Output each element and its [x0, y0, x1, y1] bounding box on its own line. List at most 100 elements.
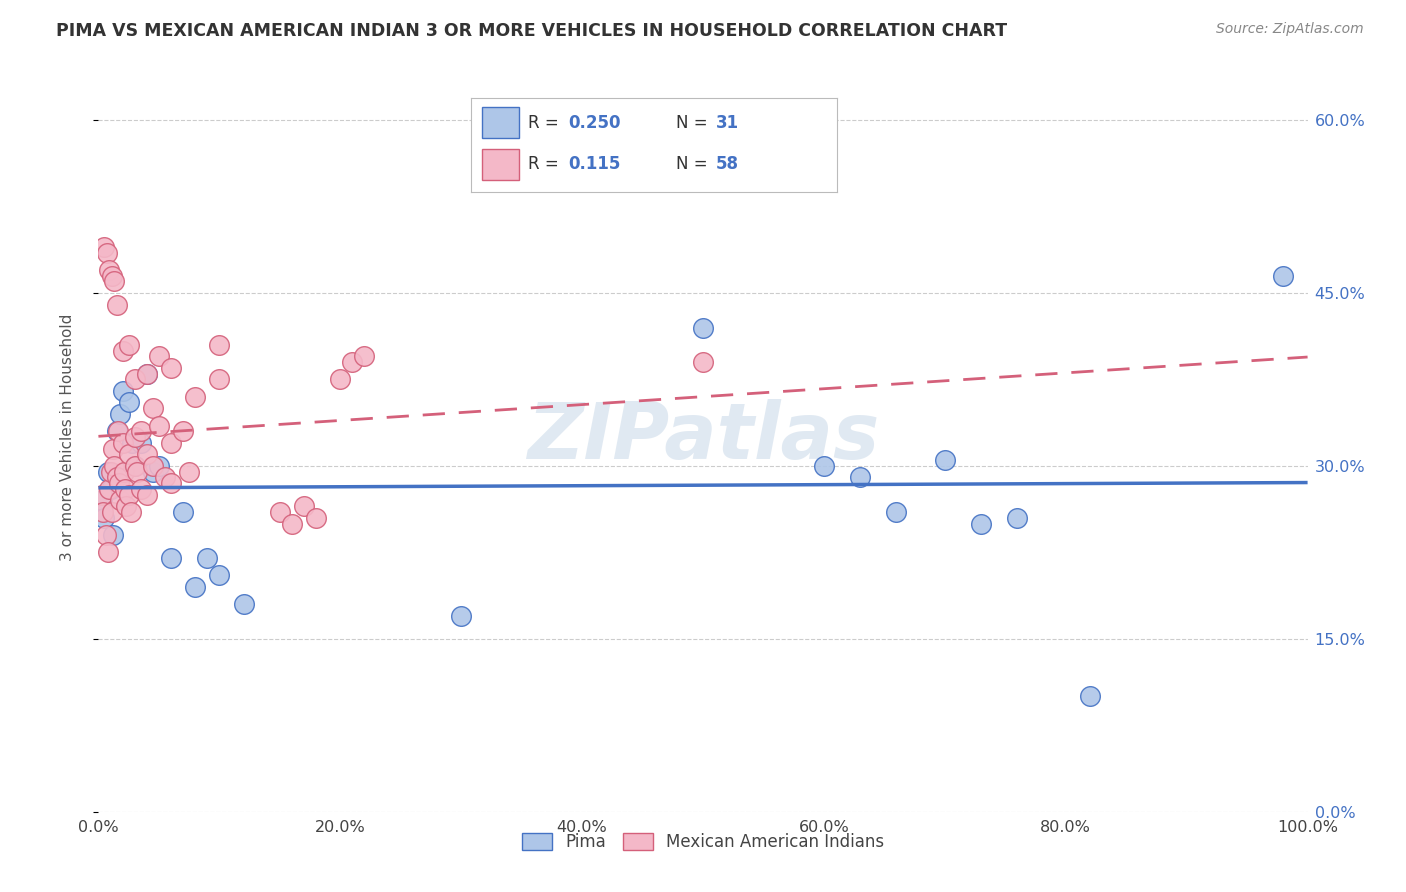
Point	[93, 240, 115, 254]
Text: N =: N =	[676, 114, 713, 132]
Text: 31: 31	[716, 114, 740, 132]
Point	[142, 401, 165, 416]
Point	[124, 430, 146, 444]
Point	[100, 505, 122, 519]
Point	[269, 505, 291, 519]
Point	[353, 350, 375, 364]
Point	[103, 458, 125, 473]
Point	[105, 297, 128, 311]
Text: R =: R =	[527, 114, 564, 132]
Point	[101, 528, 124, 542]
Point	[135, 447, 157, 461]
Point	[91, 488, 114, 502]
Point	[97, 545, 120, 559]
Point	[160, 435, 183, 450]
Point	[329, 372, 352, 386]
Point	[124, 458, 146, 473]
Point	[98, 482, 121, 496]
Text: 58: 58	[716, 155, 740, 173]
Text: PIMA VS MEXICAN AMERICAN INDIAN 3 OR MORE VEHICLES IN HOUSEHOLD CORRELATION CHAR: PIMA VS MEXICAN AMERICAN INDIAN 3 OR MOR…	[56, 22, 1007, 40]
Point	[118, 488, 141, 502]
Point	[160, 551, 183, 566]
Point	[692, 320, 714, 334]
Point	[135, 367, 157, 381]
Text: Source: ZipAtlas.com: Source: ZipAtlas.com	[1216, 22, 1364, 37]
Point	[208, 568, 231, 582]
Point	[184, 580, 207, 594]
Text: R =: R =	[527, 155, 569, 173]
Point	[94, 528, 117, 542]
Point	[1078, 690, 1101, 704]
Point	[142, 465, 165, 479]
Point	[115, 500, 138, 514]
Point	[208, 372, 231, 386]
Text: N =: N =	[676, 155, 713, 173]
Point	[100, 465, 122, 479]
Point	[100, 482, 122, 496]
Point	[93, 510, 115, 524]
Point	[1007, 510, 1029, 524]
Point	[148, 418, 170, 433]
Point	[111, 384, 134, 398]
Point	[129, 435, 152, 450]
Point	[107, 425, 129, 439]
Point	[103, 275, 125, 289]
Point	[118, 395, 141, 409]
Y-axis label: 3 or more Vehicles in Household: 3 or more Vehicles in Household	[60, 313, 75, 561]
Point	[120, 505, 142, 519]
Point	[886, 505, 908, 519]
Point	[232, 597, 254, 611]
Point	[111, 343, 134, 358]
Point	[111, 435, 134, 450]
Point	[450, 608, 472, 623]
Point	[160, 360, 183, 375]
Point	[172, 505, 194, 519]
Point	[96, 245, 118, 260]
Point	[108, 407, 131, 421]
Point	[179, 465, 201, 479]
Point	[108, 493, 131, 508]
Text: 0.250: 0.250	[568, 114, 620, 132]
Point	[148, 350, 170, 364]
Point	[135, 488, 157, 502]
Text: ZIPatlas: ZIPatlas	[527, 399, 879, 475]
Point	[101, 442, 124, 456]
Point	[108, 476, 131, 491]
Point	[124, 458, 146, 473]
Point	[208, 338, 231, 352]
Point	[172, 425, 194, 439]
Text: 0.115: 0.115	[568, 155, 620, 173]
FancyBboxPatch shape	[482, 149, 519, 179]
Point	[127, 465, 149, 479]
Point	[148, 458, 170, 473]
Point	[153, 470, 176, 484]
Point	[692, 355, 714, 369]
Point	[184, 390, 207, 404]
Point	[121, 435, 143, 450]
Point	[281, 516, 304, 531]
Point	[91, 505, 114, 519]
Point	[342, 355, 364, 369]
Point	[970, 516, 993, 531]
Point	[124, 372, 146, 386]
Point	[305, 510, 328, 524]
Point	[849, 470, 872, 484]
Point	[292, 500, 315, 514]
Point	[112, 465, 135, 479]
Point	[114, 482, 136, 496]
Point	[813, 458, 835, 473]
Point	[118, 338, 141, 352]
FancyBboxPatch shape	[482, 108, 519, 138]
Point	[195, 551, 218, 566]
Point	[118, 447, 141, 461]
Legend: Pima, Mexican American Indians: Pima, Mexican American Indians	[513, 825, 893, 860]
Point	[98, 263, 121, 277]
Point	[135, 367, 157, 381]
Point	[91, 493, 114, 508]
Point	[129, 425, 152, 439]
Point	[97, 465, 120, 479]
Point	[142, 458, 165, 473]
Point	[105, 425, 128, 439]
Point	[1272, 268, 1295, 283]
Point	[934, 453, 956, 467]
